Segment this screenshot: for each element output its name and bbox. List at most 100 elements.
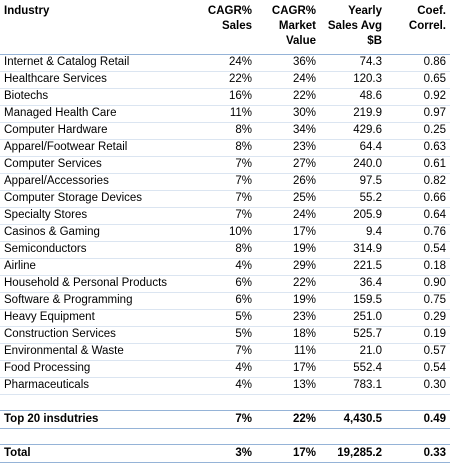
data-cell: 17% bbox=[292, 362, 316, 374]
data-cell: 552.4 bbox=[353, 362, 382, 374]
data-cell: 251.0 bbox=[353, 311, 382, 323]
data-cell: 19% bbox=[292, 294, 316, 306]
industry-name: Computer Services bbox=[4, 158, 102, 170]
data-cell: 22% bbox=[228, 73, 252, 85]
data-cell: 525.7 bbox=[353, 328, 382, 340]
industry-name: Heavy Equipment bbox=[4, 311, 95, 323]
data-cell: 0.57 bbox=[423, 345, 446, 357]
summary-cell: 4,430.5 bbox=[343, 413, 382, 425]
row-divider bbox=[0, 54, 450, 55]
summary-cell: 19,285.2 bbox=[337, 447, 382, 459]
data-cell: 0.75 bbox=[423, 294, 446, 306]
data-cell: 0.30 bbox=[423, 379, 446, 391]
row-divider bbox=[0, 309, 450, 310]
data-cell: 0.64 bbox=[423, 209, 446, 221]
data-cell: 23% bbox=[292, 311, 316, 323]
data-cell: 783.1 bbox=[353, 379, 382, 391]
row-divider bbox=[0, 71, 450, 72]
industry-name: Construction Services bbox=[4, 328, 116, 340]
data-cell: 0.65 bbox=[423, 73, 446, 85]
column-header: Coef. Correl. bbox=[408, 5, 446, 32]
data-cell: 0.29 bbox=[423, 311, 446, 323]
column-header: CAGR% Sales bbox=[207, 5, 252, 32]
data-cell: 6% bbox=[235, 277, 252, 289]
row-divider bbox=[0, 377, 450, 378]
row-divider bbox=[0, 444, 450, 445]
data-cell: 22% bbox=[292, 277, 316, 289]
data-cell: 48.6 bbox=[359, 90, 382, 102]
industry-name: Software & Programming bbox=[4, 294, 133, 306]
industry-name: Healthcare Services bbox=[4, 73, 107, 85]
industry-name: Pharmaceuticals bbox=[4, 379, 90, 391]
summary-cell: 17% bbox=[292, 447, 316, 459]
data-cell: 205.9 bbox=[353, 209, 382, 221]
data-cell: 0.92 bbox=[423, 90, 446, 102]
data-cell: 7% bbox=[235, 345, 252, 357]
data-cell: 314.9 bbox=[353, 243, 382, 255]
summary-cell: 0.33 bbox=[423, 447, 446, 459]
data-cell: 0.63 bbox=[423, 141, 446, 153]
data-cell: 29% bbox=[292, 260, 316, 272]
data-cell: 120.3 bbox=[353, 73, 382, 85]
data-cell: 429.6 bbox=[353, 124, 382, 136]
data-cell: 17% bbox=[292, 226, 316, 238]
row-divider bbox=[0, 241, 450, 242]
data-cell: 7% bbox=[235, 209, 252, 221]
data-cell: 97.5 bbox=[359, 175, 382, 187]
row-divider bbox=[0, 343, 450, 344]
row-divider bbox=[0, 258, 450, 259]
data-cell: 55.2 bbox=[359, 192, 382, 204]
row-divider bbox=[0, 410, 450, 411]
data-cell: 27% bbox=[292, 158, 316, 170]
data-cell: 19% bbox=[292, 243, 316, 255]
row-divider bbox=[0, 105, 450, 106]
summary-cell: 3% bbox=[235, 447, 252, 459]
data-cell: 10% bbox=[228, 226, 252, 238]
industry-name: Managed Health Care bbox=[4, 107, 117, 119]
data-cell: 4% bbox=[235, 260, 252, 272]
data-cell: 26% bbox=[292, 175, 316, 187]
data-cell: 0.66 bbox=[423, 192, 446, 204]
industry-name: Apparel/Footwear Retail bbox=[4, 141, 128, 153]
data-cell: 7% bbox=[235, 175, 252, 187]
data-cell: 8% bbox=[235, 141, 252, 153]
industry-name: Semiconductors bbox=[4, 243, 87, 255]
industry-name: Internet & Catalog Retail bbox=[4, 56, 130, 68]
industry-name: Environmental & Waste bbox=[4, 345, 124, 357]
summary-label: Top 20 insdutries bbox=[4, 413, 99, 425]
data-cell: 24% bbox=[228, 56, 252, 68]
summary-cell: 22% bbox=[292, 413, 316, 425]
row-divider bbox=[0, 292, 450, 293]
industry-name: Specialty Stores bbox=[4, 209, 88, 221]
industry-name: Apparel/Accessories bbox=[4, 175, 109, 187]
data-cell: 36% bbox=[292, 56, 316, 68]
industry-name: Household & Personal Products bbox=[4, 277, 168, 289]
row-divider bbox=[0, 224, 450, 225]
data-cell: 0.97 bbox=[423, 107, 446, 119]
data-cell: 159.5 bbox=[353, 294, 382, 306]
row-divider bbox=[0, 275, 450, 276]
industry-name: Computer Hardware bbox=[4, 124, 108, 136]
data-cell: 4% bbox=[235, 379, 252, 391]
data-cell: 0.90 bbox=[423, 277, 446, 289]
row-divider bbox=[0, 139, 450, 140]
data-cell: 7% bbox=[235, 192, 252, 204]
data-cell: 64.4 bbox=[359, 141, 382, 153]
row-divider bbox=[0, 190, 450, 191]
data-cell: 6% bbox=[235, 294, 252, 306]
column-header: Industry bbox=[4, 5, 50, 17]
data-cell: 4% bbox=[235, 362, 252, 374]
data-cell: 219.9 bbox=[353, 107, 382, 119]
row-divider bbox=[0, 156, 450, 157]
data-cell: 0.19 bbox=[423, 328, 446, 340]
industry-name: Airline bbox=[4, 260, 36, 272]
summary-label: Total bbox=[4, 447, 31, 459]
industry-name: Biotechs bbox=[4, 90, 49, 102]
data-cell: 11% bbox=[229, 107, 252, 119]
data-cell: 0.18 bbox=[423, 260, 446, 272]
data-cell: 24% bbox=[292, 73, 316, 85]
row-divider bbox=[0, 326, 450, 327]
data-cell: 0.76 bbox=[423, 226, 446, 238]
row-divider bbox=[0, 173, 450, 174]
